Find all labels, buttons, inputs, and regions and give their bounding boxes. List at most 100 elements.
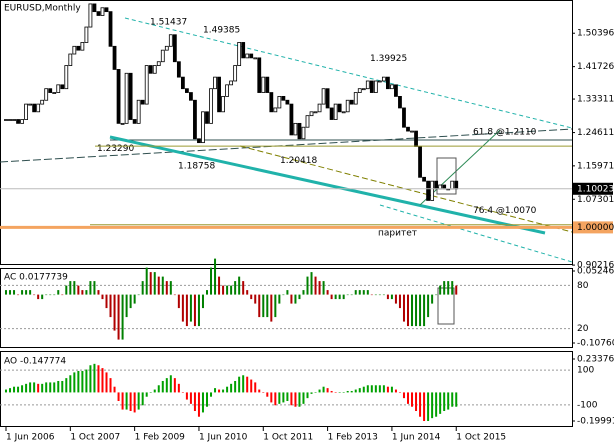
histogram-bar [73, 281, 76, 295]
histogram-bar [302, 392, 305, 404]
histogram-bar [230, 383, 233, 393]
histogram-bar [310, 392, 313, 394]
histogram-bar [398, 392, 401, 393]
histogram-bar [193, 392, 196, 412]
candle [245, 53, 250, 59]
histogram-bar [415, 294, 418, 327]
histogram-bar [9, 388, 12, 393]
candle [289, 103, 294, 136]
histogram-bar [189, 392, 192, 404]
histogram-bar [81, 290, 84, 295]
histogram-bar [185, 392, 188, 400]
candle [349, 99, 354, 105]
histogram-bar [370, 385, 373, 393]
candle [261, 76, 266, 93]
candle [180, 76, 185, 90]
histogram-bar [21, 385, 24, 393]
candle [108, 11, 113, 47]
candle [92, 3, 97, 13]
histogram-bar [77, 285, 80, 295]
histogram-bar [266, 392, 269, 397]
histogram-bar [423, 392, 426, 422]
y2-tick-label: 20 [577, 324, 589, 334]
pattern-box [437, 287, 455, 325]
histogram-bar [358, 290, 361, 295]
candle [221, 95, 225, 113]
candle [184, 88, 189, 93]
histogram-bar [370, 294, 373, 296]
histogram-bar [407, 392, 409, 404]
histogram-bar [85, 369, 88, 393]
price-label-box [573, 221, 613, 234]
candle [321, 88, 326, 105]
channel-line [109, 135, 546, 235]
histogram-bar [411, 294, 414, 327]
histogram-bar [358, 388, 361, 393]
candle [16, 119, 20, 124]
x-tick-label: 1 Jun 2010 [199, 433, 248, 443]
histogram-bar [419, 294, 422, 327]
candle [373, 80, 378, 93]
candle [152, 65, 157, 74]
histogram-bar [121, 392, 124, 410]
histogram-bar [407, 294, 409, 327]
candle [257, 57, 262, 93]
histogram-bar [133, 294, 136, 304]
histogram-bar [201, 294, 204, 309]
histogram-bar [149, 392, 152, 393]
histogram-bar [342, 392, 345, 393]
candle [4, 119, 8, 121]
candle [345, 99, 350, 113]
histogram-bar [37, 383, 40, 393]
y-tick-label: 1.33311 [577, 95, 614, 105]
histogram-bar [250, 379, 253, 393]
histogram-bar [435, 392, 438, 417]
histogram-bar [169, 281, 172, 295]
candle [12, 119, 16, 121]
histogram-bar [270, 294, 273, 322]
histogram-bar [270, 392, 273, 403]
histogram-bar [93, 363, 96, 393]
y-tick-label: 1.50396 [577, 29, 614, 39]
histogram-bar [447, 392, 450, 410]
histogram-bar [250, 294, 253, 300]
histogram-bar [354, 389, 357, 393]
candle [48, 88, 53, 93]
candle [285, 99, 290, 105]
candle [249, 53, 254, 59]
panel-title: AC 0.0177739 [4, 273, 68, 283]
price-annotation: 1.23290 [97, 144, 134, 154]
histogram-bar [298, 294, 301, 300]
candle [52, 92, 57, 94]
histogram-bar [354, 290, 357, 295]
candle [148, 65, 153, 74]
x-tick-label: 1 Jun 2014 [392, 433, 441, 443]
histogram-bar [350, 294, 353, 296]
candle [36, 103, 41, 113]
histogram-bar [197, 392, 200, 417]
candle [377, 80, 382, 83]
histogram-bar [197, 294, 200, 327]
histogram-bar [153, 272, 156, 295]
histogram-bar [109, 378, 112, 393]
histogram-bar [435, 294, 438, 296]
histogram-bar [274, 294, 277, 318]
histogram-bar [427, 294, 430, 318]
histogram-bar [262, 392, 265, 393]
candle [68, 53, 73, 66]
candle [402, 107, 406, 128]
candle [217, 76, 221, 113]
candle [434, 180, 439, 190]
candle [398, 95, 402, 109]
histogram-bar [222, 285, 225, 295]
y-tick-label: 1.15971 [577, 161, 614, 171]
histogram-bar [278, 294, 281, 304]
histogram-bar [177, 383, 180, 393]
candle [213, 76, 217, 90]
candle [229, 80, 234, 86]
histogram-bar [378, 385, 381, 393]
histogram-bar [439, 285, 442, 295]
candle [269, 92, 274, 113]
histogram-bar [402, 392, 405, 399]
